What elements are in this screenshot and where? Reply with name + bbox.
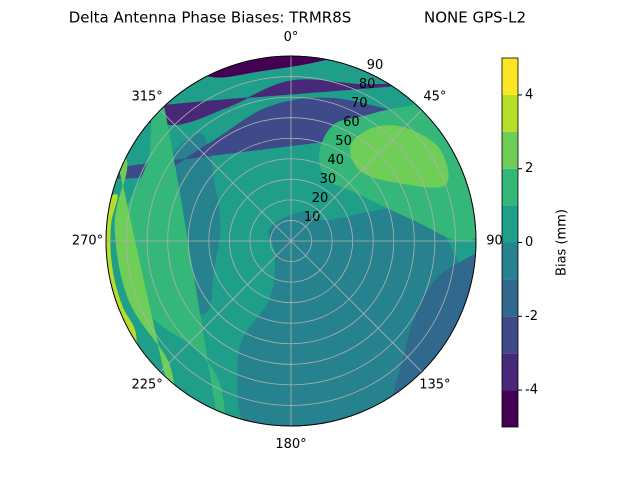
- colorbar-segment: [502, 390, 518, 427]
- r-tick-label: 10: [304, 210, 321, 225]
- colorbar-tick-label: 4: [525, 87, 533, 102]
- theta-tick-label: 135°: [419, 377, 450, 392]
- contour-region: [180, 56, 367, 78]
- colorbar-segment: [502, 279, 518, 317]
- polar-axes: 10 20 30 40 50 60 70 80 90 0° 45° 90 135° 180° 225° 270…: [72, 30, 503, 452]
- chart-subtitle: NONE GPS-L2: [424, 9, 526, 27]
- colorbar-segment: [502, 205, 518, 243]
- colorbar-segment: [502, 353, 518, 391]
- colorbar-tick-label: 2: [525, 161, 533, 176]
- colorbar-tick-label: 0: [525, 235, 533, 250]
- r-tick-label: 90: [367, 58, 384, 73]
- theta-tick-label: 180°: [275, 437, 306, 452]
- colorbar: -4 -2 0 2 4 Bias (mm): [501, 57, 570, 428]
- theta-tick-label: 225°: [131, 377, 162, 392]
- r-tick-label: 20: [312, 191, 329, 206]
- grid-spoke: [290, 240, 423, 373]
- colorbar-segment: [502, 316, 518, 354]
- theta-tick-label: 90: [486, 234, 503, 249]
- grid-spoke: [159, 240, 292, 373]
- colorbar-tick-label: -4: [525, 383, 538, 398]
- chart-title: Delta Antenna Phase Biases: TRMR8S: [69, 9, 352, 27]
- r-tick-label: 30: [320, 172, 337, 187]
- colorbar-segment: [502, 94, 518, 132]
- theta-tick-label: 0°: [284, 30, 299, 45]
- r-tick-label: 70: [351, 96, 368, 111]
- colorbar-segment: [502, 242, 518, 280]
- theta-tick-label: 315°: [131, 90, 162, 105]
- theta-tick-label: 270°: [72, 234, 103, 249]
- theta-tick-label: 45°: [423, 90, 446, 105]
- r-tick-label: 50: [335, 134, 352, 149]
- r-tick-label: 60: [343, 115, 360, 130]
- contour-region: [350, 125, 449, 188]
- colorbar-segment: [502, 168, 518, 206]
- r-tick-label: 80: [359, 77, 376, 92]
- grid-spoke: [290, 109, 423, 242]
- r-tick-label: 40: [327, 153, 344, 168]
- polar-frame: [105, 55, 477, 427]
- colorbar-label: Bias (mm): [555, 209, 570, 276]
- grid-spoke: [159, 109, 292, 242]
- colorbar-segment: [502, 58, 518, 95]
- colorbar-segment: [502, 131, 518, 169]
- colorbar-tick-label: -2: [525, 309, 538, 324]
